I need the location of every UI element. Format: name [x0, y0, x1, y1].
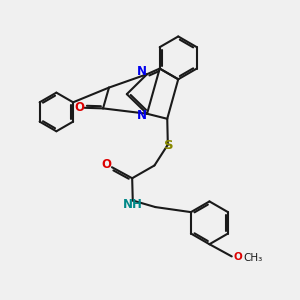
Text: N: N	[137, 65, 147, 78]
Text: S: S	[164, 139, 173, 152]
Text: O: O	[234, 252, 243, 262]
Text: CH₃: CH₃	[244, 253, 263, 263]
Text: N: N	[137, 109, 147, 122]
Text: NH: NH	[123, 198, 143, 211]
Text: O: O	[75, 101, 85, 114]
Text: O: O	[102, 158, 112, 171]
